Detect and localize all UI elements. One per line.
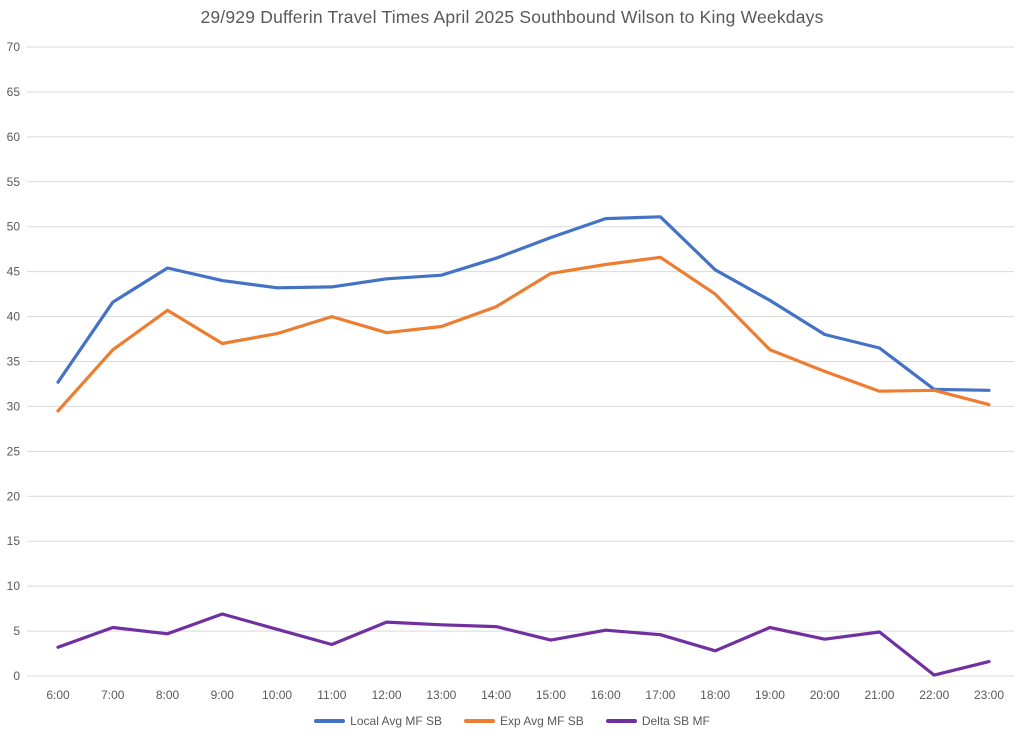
- legend-line-swatch-exp-avg-mf-sb: [464, 719, 495, 723]
- legend-item-local-avg-mf-sb: Local Avg MF SB: [314, 714, 442, 728]
- legend-item-delta-sb-mf: Delta SB MF: [605, 714, 710, 728]
- y-tick-label: 40: [7, 310, 21, 324]
- chart-title: 29/929 Dufferin Travel Times April 2025 …: [200, 7, 824, 27]
- x-tick-label: 14:00: [481, 688, 511, 702]
- x-tick-label: 8:00: [156, 688, 180, 702]
- x-tick-label: 6:00: [46, 688, 70, 702]
- series-line-exp-avg-mf-sb: [56, 255, 991, 413]
- y-tick-label: 65: [7, 85, 21, 99]
- gridlines: [27, 46, 1014, 677]
- legend-item-exp-avg-mf-sb: Exp Avg MF SB: [464, 714, 584, 728]
- x-tick-label: 21:00: [864, 688, 894, 702]
- legend-line-swatch-delta-sb-mf: [605, 719, 637, 723]
- x-axis-tick-labels: 6:00 7:00 8:00 9:00 10:00 11:00 12:00 13:00 14:0…: [46, 688, 1004, 702]
- y-tick-label: 35: [7, 355, 21, 369]
- x-tick-label: 19:00: [755, 688, 785, 702]
- x-tick-label: 7:00: [101, 688, 125, 702]
- y-tick-label: 10: [7, 579, 21, 593]
- x-tick-label: 17:00: [645, 688, 675, 702]
- series-line-delta-sb-mf: [56, 612, 991, 677]
- x-tick-label: 16:00: [591, 688, 621, 702]
- y-tick-label: 70: [7, 40, 21, 54]
- chart-legend: Local Avg MF SB Exp Avg MF SB Delta SB MF: [0, 714, 1024, 728]
- y-tick-label: 25: [7, 444, 21, 458]
- y-tick-label: 15: [7, 534, 21, 548]
- x-tick-label: 18:00: [700, 688, 730, 702]
- y-tick-label: 0: [13, 669, 20, 683]
- x-tick-label: 10:00: [262, 688, 292, 702]
- legend-label: Exp Avg MF SB: [500, 714, 584, 728]
- legend-line-swatch-local-avg-mf-sb: [314, 719, 346, 723]
- series-line-local-avg-mf-sb: [56, 215, 991, 392]
- x-tick-label: 20:00: [810, 688, 840, 702]
- x-tick-label: 12:00: [372, 688, 402, 702]
- x-tick-label: 9:00: [211, 688, 235, 702]
- y-axis-tick-labels: 0 5 10 15 20 25 30 35 40 45 50 55 60 65 70: [7, 40, 21, 683]
- y-tick-label: 20: [7, 489, 21, 503]
- y-tick-label: 5: [13, 624, 20, 638]
- x-tick-label: 15:00: [536, 688, 566, 702]
- y-tick-label: 30: [7, 399, 21, 413]
- y-tick-label: 50: [7, 220, 21, 234]
- y-tick-label: 45: [7, 265, 21, 279]
- y-tick-label: 55: [7, 175, 21, 189]
- x-tick-label: 23:00: [974, 688, 1004, 702]
- legend-label: Local Avg MF SB: [350, 714, 442, 728]
- x-tick-label: 22:00: [919, 688, 949, 702]
- y-tick-label: 60: [7, 130, 21, 144]
- legend-label: Delta SB MF: [641, 714, 710, 728]
- x-tick-label: 11:00: [317, 688, 346, 702]
- x-tick-label: 13:00: [426, 688, 456, 702]
